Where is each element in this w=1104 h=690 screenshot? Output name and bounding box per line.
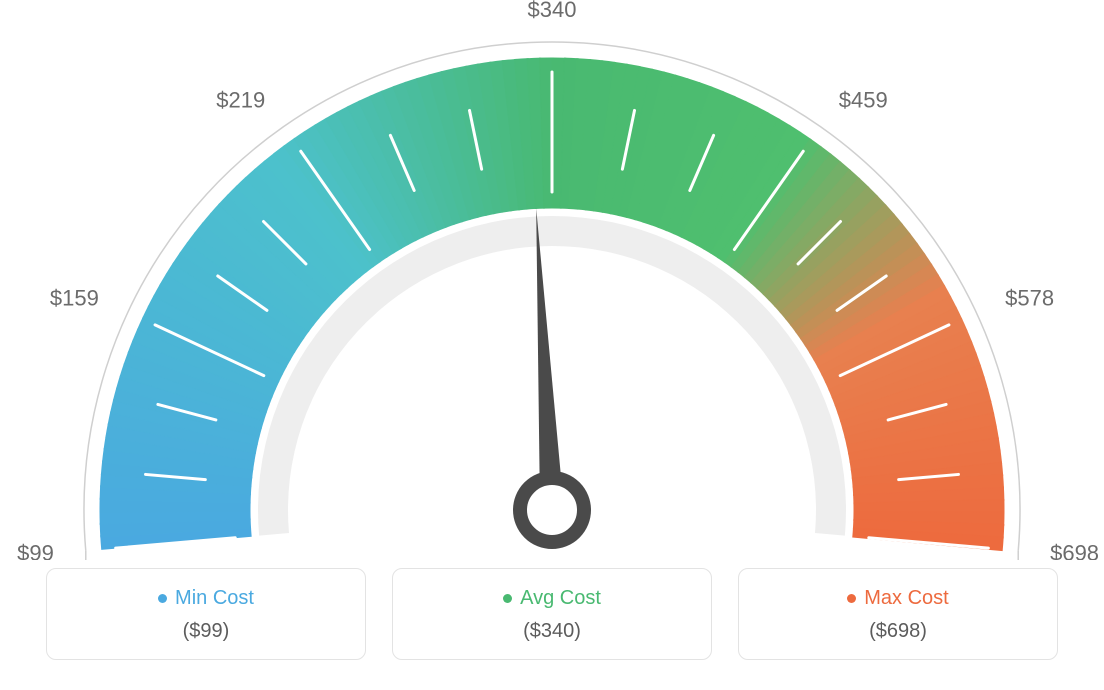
gauge-tick-label: $578 — [1005, 286, 1054, 311]
legend-dot-max — [847, 594, 856, 603]
gauge-tick-label: $219 — [216, 87, 265, 112]
legend-label-min: Min Cost — [175, 587, 254, 610]
legend-dot-min — [158, 594, 167, 603]
gauge-svg: $99 $159 $219 $340 $459 $578 $698 — [0, 0, 1104, 560]
gauge-tick-label: $698 — [1050, 541, 1099, 560]
legend-row: Min Cost ($99) Avg Cost ($340) Max Cost … — [0, 568, 1104, 660]
gauge-hub — [520, 478, 584, 542]
cost-gauge-chart: $99 $159 $219 $340 $459 $578 $698 — [0, 0, 1104, 560]
gauge-tick-label: $99 — [17, 541, 54, 560]
legend-label-avg: Avg Cost — [520, 587, 601, 610]
legend-card-max: Max Cost ($698) — [738, 568, 1058, 660]
legend-card-avg: Avg Cost ($340) — [392, 568, 712, 660]
legend-value-min: ($99) — [57, 620, 355, 643]
gauge-needle — [536, 208, 564, 510]
legend-value-max: ($698) — [749, 620, 1047, 643]
legend-value-avg: ($340) — [403, 620, 701, 643]
legend-dot-avg — [503, 594, 512, 603]
gauge-tick-label: $459 — [839, 87, 888, 112]
legend-card-min: Min Cost ($99) — [46, 568, 366, 660]
gauge-tick-label: $340 — [528, 0, 577, 22]
legend-label-max: Max Cost — [864, 587, 948, 610]
gauge-tick-label: $159 — [50, 286, 99, 311]
